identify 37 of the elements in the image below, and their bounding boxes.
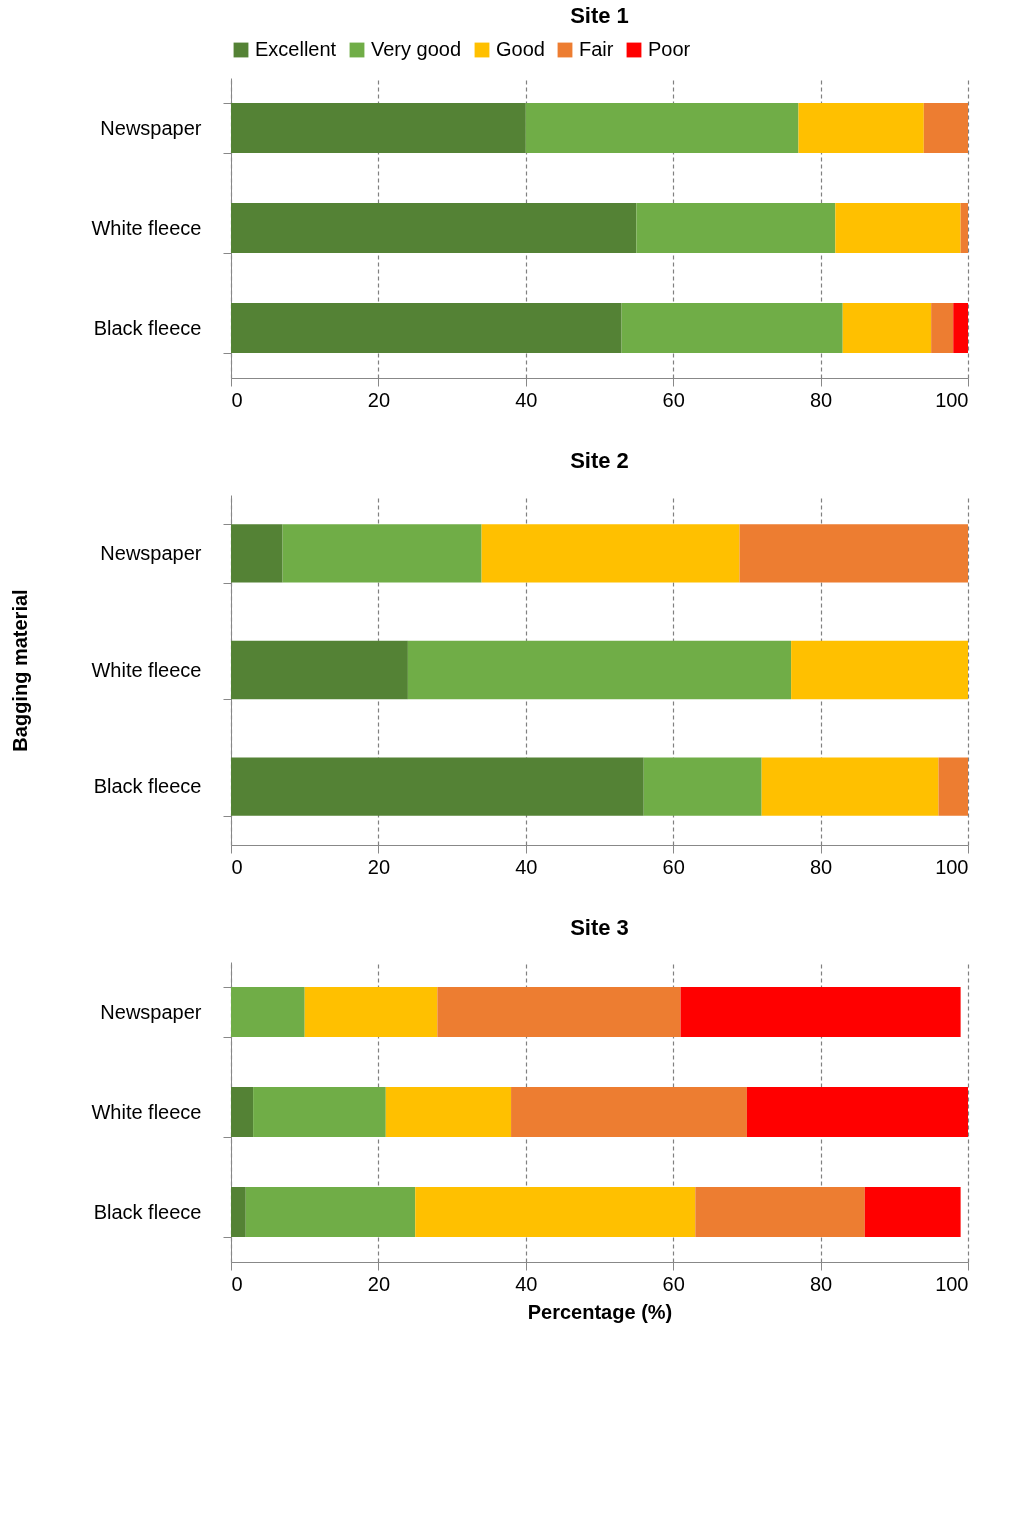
y-tick-label: Black fleece bbox=[93, 775, 202, 798]
y-tick-label: Newspaper bbox=[100, 541, 202, 564]
x-tick-label: 40 bbox=[515, 855, 538, 878]
x-tick-label: 80 bbox=[809, 855, 833, 878]
x-tick-label: 20 bbox=[367, 388, 391, 411]
x-axis-title: Percentage (%) bbox=[527, 1300, 673, 1323]
chart-title: Site 1 bbox=[570, 3, 629, 28]
y-axis-title: Bagging material bbox=[9, 589, 32, 752]
x-tick-label: 100 bbox=[935, 855, 969, 878]
x-tick-label: 80 bbox=[809, 1272, 833, 1295]
y-tick-label: White fleece bbox=[91, 216, 202, 239]
x-tick-label: 100 bbox=[935, 388, 969, 411]
y-tick-label: Black fleece bbox=[93, 1200, 202, 1223]
x-tick-label: 60 bbox=[662, 1272, 685, 1295]
x-tick-label: 20 bbox=[367, 855, 391, 878]
legend-label: Fair bbox=[579, 38, 614, 60]
y-tick-label: Newspaper bbox=[100, 116, 202, 139]
y-tick-label: Black fleece bbox=[93, 316, 202, 339]
legend-label: Excellent bbox=[255, 38, 337, 60]
x-tick-label: 0 bbox=[231, 388, 243, 411]
x-tick-label: 20 bbox=[367, 1272, 391, 1295]
x-tick-label: 80 bbox=[809, 388, 833, 411]
legend-label: Good bbox=[496, 38, 545, 60]
y-tick-label: White fleece bbox=[91, 658, 202, 681]
legend-label: Poor bbox=[648, 38, 691, 60]
y-tick-label: White fleece bbox=[91, 1100, 202, 1123]
legend-label: Very good bbox=[371, 38, 462, 60]
chart-title: Site 3 bbox=[570, 915, 629, 940]
x-tick-label: 40 bbox=[515, 388, 538, 411]
x-tick-label: 100 bbox=[935, 1272, 969, 1295]
x-tick-label: 0 bbox=[231, 855, 243, 878]
chart-title: Site 2 bbox=[570, 448, 629, 473]
x-tick-label: 40 bbox=[515, 1272, 538, 1295]
x-tick-label: 60 bbox=[662, 855, 685, 878]
x-tick-label: 60 bbox=[662, 388, 685, 411]
x-tick-label: 0 bbox=[231, 1272, 243, 1295]
y-tick-label: Newspaper bbox=[100, 1000, 202, 1023]
